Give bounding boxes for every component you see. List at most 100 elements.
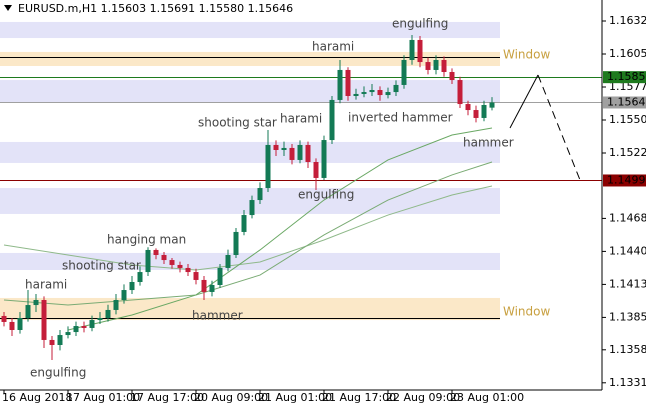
y-tick-label: 1.13585 — [609, 343, 646, 356]
annotation: Window — [503, 48, 551, 62]
candle-body — [409, 39, 415, 60]
x-tick-label: 17 Aug 01:00 — [66, 391, 140, 404]
candle-body — [209, 285, 215, 292]
candle-body — [265, 144, 271, 189]
candle-body — [113, 300, 119, 310]
annotation: Window — [503, 305, 551, 319]
candle-body — [153, 249, 159, 255]
candle-body — [249, 200, 255, 216]
candle-body — [137, 272, 143, 282]
candle-body — [57, 335, 63, 345]
chart-title: EURUSD.m,H1 1.15603 1.15691 1.15580 1.15… — [18, 2, 293, 15]
price-label-box — [603, 174, 646, 187]
candle-body — [433, 60, 439, 70]
annotation: engulfing — [30, 366, 86, 380]
zone — [0, 141, 500, 163]
y-tick-label: 1.15775 — [609, 80, 646, 93]
zone — [0, 51, 500, 66]
annotation: shooting star — [198, 116, 277, 130]
price-label-box — [603, 96, 646, 109]
candle-body — [241, 215, 247, 232]
candle-body — [305, 144, 311, 162]
candle-body — [161, 255, 167, 261]
candle-body — [385, 92, 391, 96]
annotation: engulfing — [298, 188, 354, 202]
candle-body — [201, 279, 207, 292]
annotation: hammer — [463, 136, 514, 150]
candle-body — [337, 69, 343, 100]
candle-body — [489, 102, 495, 108]
annotation: hanging man — [107, 233, 186, 247]
candle-body — [401, 60, 407, 85]
candle-body — [73, 326, 79, 333]
zone — [0, 21, 500, 39]
candle-body — [449, 72, 455, 81]
candle-body — [177, 264, 183, 268]
zone — [0, 252, 500, 270]
candle-body — [33, 300, 39, 306]
candle-body — [257, 188, 263, 201]
annotation: harami — [280, 112, 322, 126]
y-tick-label: 1.14405 — [609, 244, 646, 257]
candle-body — [441, 60, 447, 72]
x-tick-label: 20 Aug 09:00 — [194, 391, 268, 404]
candle-body — [233, 231, 239, 255]
forecast-line — [509, 74, 539, 129]
candle-body — [465, 104, 471, 111]
candle-body — [281, 147, 287, 150]
candle-body — [457, 80, 463, 105]
candle-body — [97, 318, 103, 321]
candle-body — [169, 260, 175, 265]
candle-body — [25, 305, 31, 318]
title-arrow — [4, 5, 12, 11]
annotation: harami — [312, 40, 354, 54]
candle-body — [473, 110, 479, 118]
price-label: 1.15646 — [607, 95, 646, 108]
x-tick-label: 16 Aug 2018 — [2, 391, 72, 404]
candle-body — [297, 144, 303, 160]
y-tick-label: 1.13310 — [609, 376, 646, 389]
candle-body — [145, 249, 151, 273]
price-label: 1.14996 — [607, 173, 646, 186]
candle-body — [369, 90, 375, 93]
y-tick-label: 1.16325 — [609, 14, 646, 27]
x-tick-label: 17 Aug 17:00 — [130, 391, 204, 404]
annotation: hammer — [192, 309, 243, 323]
candle-body — [377, 90, 383, 96]
y-tick-label: 1.14680 — [609, 211, 646, 224]
x-tick-label: 23 Aug 01:00 — [450, 391, 524, 404]
candle-body — [417, 39, 423, 63]
candle-body — [425, 62, 431, 70]
annotation: harami — [25, 278, 67, 292]
candle-body — [121, 290, 127, 300]
candle-body — [289, 147, 295, 160]
candle-body — [393, 84, 399, 93]
zone — [0, 297, 500, 321]
zone — [0, 80, 500, 103]
price-label: 1.15857 — [607, 70, 646, 83]
candle-body — [481, 105, 487, 118]
candle-body — [353, 93, 359, 96]
candle-body — [321, 140, 327, 178]
annotation: engulfing — [392, 17, 448, 31]
x-tick-label: 21 Aug 17:00 — [322, 391, 396, 404]
candle-body — [345, 69, 351, 96]
candle-body — [273, 144, 279, 150]
candle-body — [1, 315, 7, 322]
candle-body — [105, 309, 111, 318]
moving-average — [3, 185, 493, 271]
candle-body — [217, 267, 223, 285]
y-tick-label: 1.15500 — [609, 113, 646, 126]
y-tick-label: 1.14130 — [609, 277, 646, 290]
candle-body — [225, 255, 231, 268]
annotation: shooting star — [62, 259, 141, 273]
candle-body — [41, 300, 47, 340]
candle-body — [49, 339, 55, 345]
price-label-box — [603, 71, 646, 84]
moving-average — [67, 127, 493, 331]
x-tick-label: 22 Aug 09:00 — [386, 391, 460, 404]
candle-body — [9, 321, 15, 330]
candle-body — [361, 92, 367, 94]
